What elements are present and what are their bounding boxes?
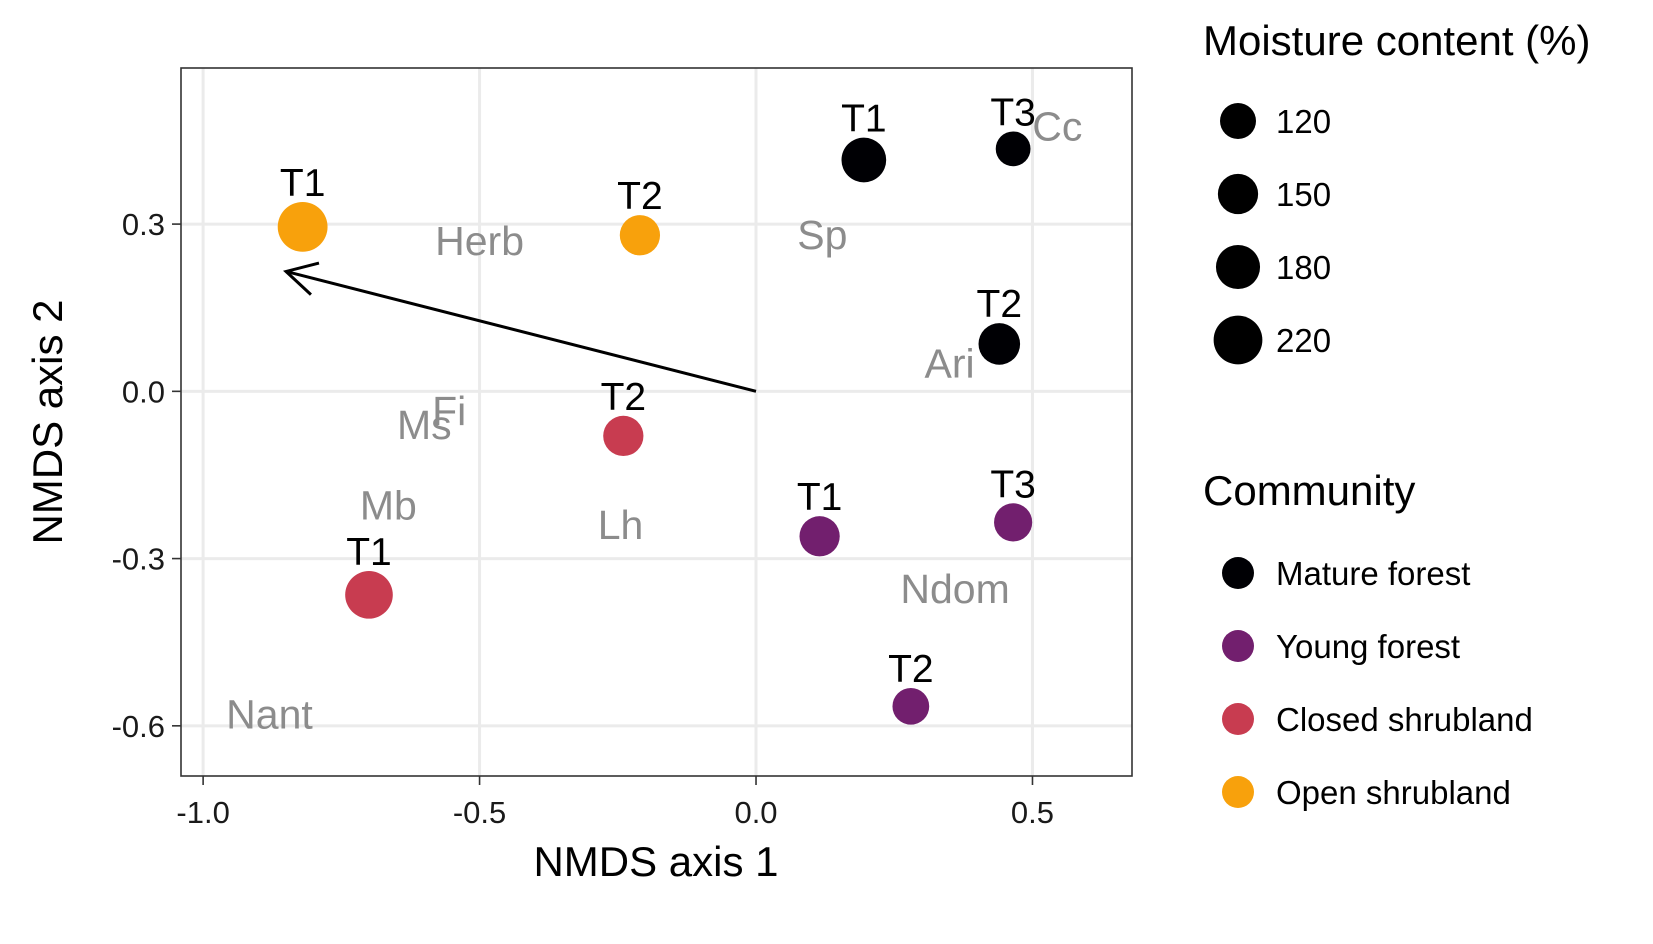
vector-arrow <box>283 261 757 393</box>
community-legend-label: Closed shrubland <box>1276 701 1533 738</box>
community-legend-key <box>1222 557 1254 589</box>
y-tick-label: -0.6 <box>112 709 165 744</box>
arrow-head <box>283 261 320 296</box>
sample-label: T1 <box>797 476 843 519</box>
sample-points <box>277 131 1033 725</box>
sample-point <box>995 131 1031 167</box>
axes: -1.0 -0.5 0.0 0.5 0.3 0.0 -0.3 -0.6 <box>112 207 1054 830</box>
community-legend-key <box>1222 776 1254 808</box>
community-legend: Community Mature forest Young forest Close… <box>1203 467 1533 811</box>
species-label: Sp <box>797 212 847 258</box>
sample-point <box>799 516 840 557</box>
sample-label: T2 <box>888 648 934 691</box>
community-legend-label: Open shrubland <box>1276 774 1511 811</box>
sample-point <box>277 201 328 252</box>
species-label: Cc <box>1032 104 1082 150</box>
x-tick-label: -0.5 <box>453 795 506 830</box>
size-legend-key <box>1217 173 1259 215</box>
species-label: Lh <box>598 502 644 548</box>
sample-label: T2 <box>617 175 663 218</box>
sample-point <box>978 323 1021 365</box>
species-label: Ndom <box>900 566 1009 612</box>
sample-label: T2 <box>601 376 647 419</box>
sample-point <box>603 415 644 457</box>
community-legend-label: Young forest <box>1276 628 1460 665</box>
sample-label: T1 <box>346 531 392 574</box>
sample-label: T2 <box>977 283 1023 326</box>
species-label: Fi <box>432 388 466 434</box>
x-tick-label: 0.0 <box>734 795 777 830</box>
sample-label: T1 <box>841 98 887 141</box>
sample-point <box>619 215 661 256</box>
species-label: Nant <box>226 692 313 738</box>
y-tick-label: 0.0 <box>122 374 165 409</box>
plot-panel-border <box>180 67 1133 777</box>
grid-lines <box>181 68 1132 776</box>
size-legend-key <box>1213 315 1263 365</box>
sample-point <box>345 571 393 619</box>
x-tick-label: 0.5 <box>1011 795 1054 830</box>
sample-label: T3 <box>990 463 1036 506</box>
size-legend: Moisture content (%) 120 150 180 220 <box>1203 17 1590 365</box>
size-legend-key <box>1220 103 1256 139</box>
species-label: Herb <box>435 218 524 264</box>
sample-point <box>841 137 887 183</box>
size-legend-label: 120 <box>1276 103 1331 140</box>
species-label: Ari <box>924 340 974 386</box>
size-legend-label: 180 <box>1276 249 1331 286</box>
sample-label: T1 <box>280 162 326 205</box>
arrow-shaft <box>285 270 757 393</box>
x-tick-label: -1.0 <box>176 795 229 830</box>
y-axis-title: NMDS axis 2 <box>24 299 71 544</box>
size-legend-label: 150 <box>1276 176 1331 213</box>
community-legend-label: Mature forest <box>1276 555 1470 592</box>
x-axis-title: NMDS axis 1 <box>533 838 778 885</box>
y-tick-label: -0.3 <box>112 542 165 577</box>
community-legend-title: Community <box>1203 467 1415 514</box>
sample-label: T3 <box>990 91 1036 134</box>
community-legend-key <box>1222 630 1254 662</box>
sample-labels: T1 T3 T2 T1 T3 T2 T2 T1 T1 T2 <box>280 91 1036 690</box>
y-tick-label: 0.3 <box>122 207 165 242</box>
size-legend-label: 220 <box>1276 322 1331 359</box>
size-legend-title: Moisture content (%) <box>1203 17 1590 64</box>
species-label: Mb <box>360 483 417 529</box>
sample-point <box>994 503 1033 542</box>
sample-point <box>892 687 930 725</box>
species-label: Ms <box>397 402 452 448</box>
size-legend-key <box>1215 244 1261 290</box>
community-legend-key <box>1222 703 1254 735</box>
